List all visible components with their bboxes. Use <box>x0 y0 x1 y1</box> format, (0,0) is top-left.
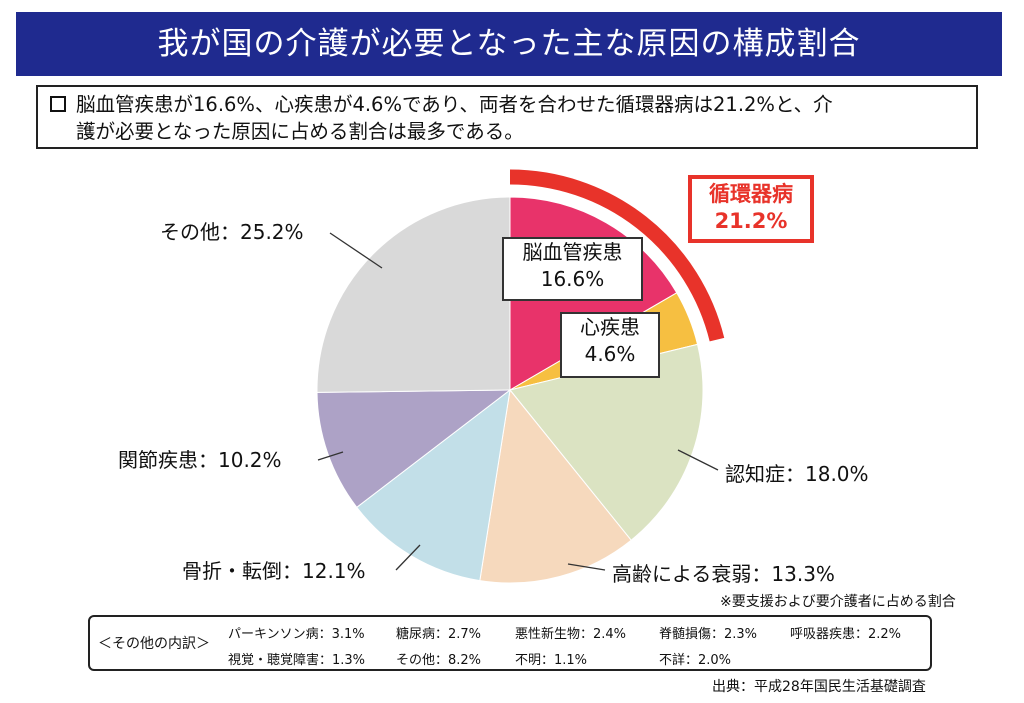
label-joint: 関節疾患：10.2% <box>118 448 282 472</box>
pie-slice-6 <box>316 196 511 393</box>
others-item: 不明：1.1% <box>515 653 588 668</box>
label-frailty: 高齢による衰弱：13.3% <box>612 562 835 586</box>
footnote: ※要支援および要介護者に占める割合 <box>720 594 956 610</box>
others-item: 不詳：2.0% <box>659 653 732 668</box>
others-item: 悪性新生物：2.4% <box>515 627 627 642</box>
others-item: 糖尿病：2.7% <box>396 627 482 642</box>
pie-slice-2 <box>509 343 704 541</box>
leader-line-fracture <box>395 544 421 571</box>
label-heart-name: 心疾患 <box>580 315 640 339</box>
others-item: その他：8.2% <box>396 653 482 668</box>
others-item: 脊髄損傷：2.3% <box>659 627 758 642</box>
leader-line-other <box>329 232 383 269</box>
label-cerebrovascular-name: 脳血管疾患 <box>522 240 623 264</box>
summary-line-1: 脳血管疾患が16.6%、心疾患が4.6%であり、両者を合わせた循環器病は21.2… <box>76 93 833 116</box>
label-heart: 心疾患 4.6% <box>560 312 660 378</box>
circulatory-arc <box>509 169 725 342</box>
others-breakdown-box: ＜その他の内訳＞ パーキンソン病：3.1% 糖尿病：2.7% 悪性新生物：2.4… <box>88 615 932 671</box>
page-title: 我が国の介護が必要となった主な原因の構成割合 <box>16 12 1002 76</box>
others-item: パーキンソン病：3.1% <box>228 627 365 642</box>
summary-box: 脳血管疾患が16.6%、心疾患が4.6%であり、両者を合わせた循環器病は21.2… <box>36 85 978 149</box>
label-circulatory-name: 循環器病 <box>709 182 793 206</box>
label-heart-value: 4.6% <box>584 342 636 366</box>
pie-slice-3 <box>479 388 632 584</box>
bullet-square-icon <box>50 96 66 112</box>
leader-line-dementia <box>677 449 719 471</box>
summary-line-2: 護が必要となった原因に占める割合は最多である。 <box>76 120 524 143</box>
leader-line-frailty <box>567 563 606 571</box>
source-note: 出典：平成28年国民生活基礎調査 <box>712 679 926 695</box>
label-cerebrovascular: 脳血管疾患 16.6% <box>502 237 643 301</box>
others-item: 呼吸器疾患：2.2% <box>790 627 902 642</box>
others-heading: ＜その他の内訳＞ <box>98 636 210 652</box>
label-circulatory-value: 21.2% <box>714 209 788 233</box>
pie-slice-5 <box>316 389 512 509</box>
others-item: 視覚・聴覚障害：1.3% <box>228 653 366 668</box>
pie-slice-4 <box>356 388 511 582</box>
leader-line-joint <box>317 451 344 461</box>
label-dementia: 認知症：18.0% <box>725 462 869 486</box>
label-other: その他：25.2% <box>160 220 304 244</box>
label-circulatory: 循環器病 21.2% <box>688 175 814 243</box>
label-fracture: 骨折・転倒：12.1% <box>182 559 366 583</box>
label-cerebrovascular-value: 16.6% <box>540 267 605 291</box>
